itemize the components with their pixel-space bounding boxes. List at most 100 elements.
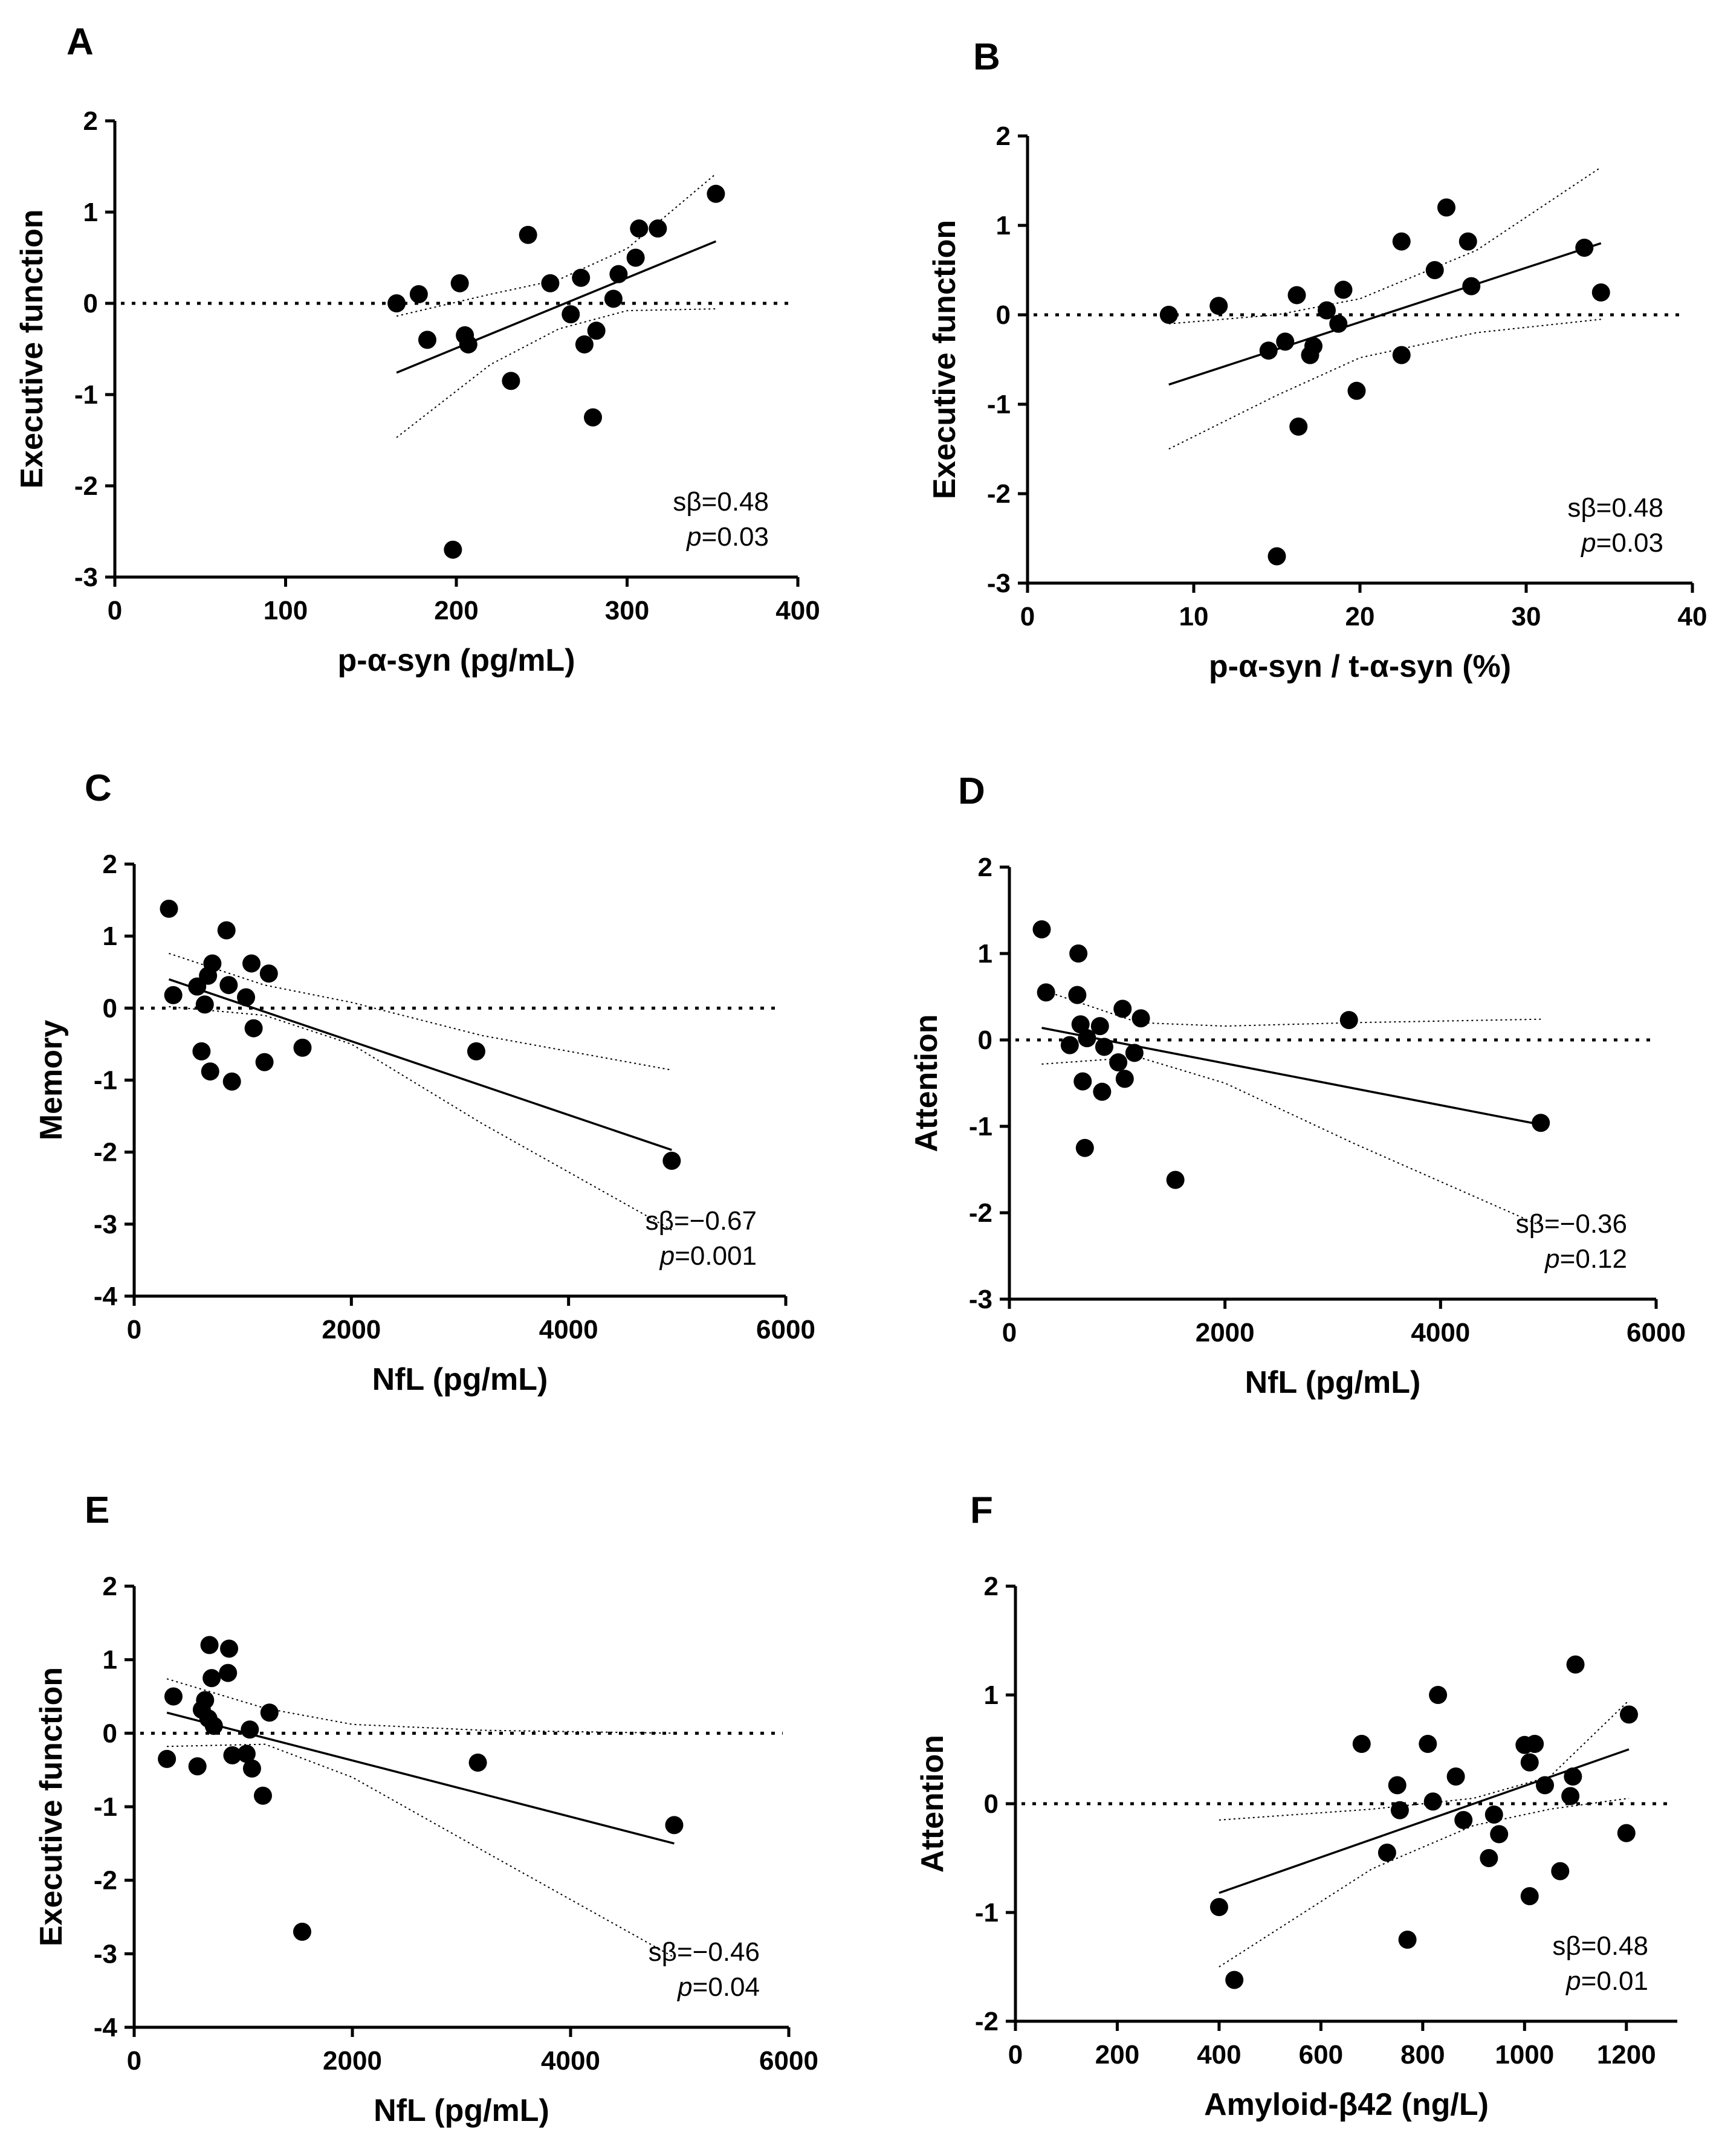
panel-e-ci-upper xyxy=(166,1678,675,1734)
panel-b-x-tick-label: 0 xyxy=(1020,602,1035,631)
panel-b-stat-beta: sβ=0.48 xyxy=(1567,493,1663,523)
panel-c-data-point xyxy=(467,1042,485,1060)
panel-c-x-tick-label: 2000 xyxy=(322,1315,381,1344)
panel-f-x-tick-label: 1000 xyxy=(1495,2040,1554,2070)
panel-a-y-tick-label: 1 xyxy=(83,198,98,227)
panel-e-data-point xyxy=(260,1703,279,1722)
panel-d-data-point xyxy=(1532,1114,1550,1132)
panel-d-stat-p: p=0.12 xyxy=(1544,1244,1627,1274)
panel-c-data-point xyxy=(293,1038,312,1057)
panel-c-data-point xyxy=(203,954,222,973)
panel-c-letter: C xyxy=(85,767,112,809)
panel-a-data-point xyxy=(444,540,462,559)
panel-d-data-point xyxy=(1071,1015,1090,1034)
panel-e-x-axis-title: NfL (pg/mL) xyxy=(374,2093,549,2128)
panel-b-x-tick-label: 10 xyxy=(1179,602,1209,631)
panel-a-data-point xyxy=(562,305,580,324)
panel-d-data-point xyxy=(1060,1036,1079,1054)
panel-e-y-tick-label: 0 xyxy=(103,1719,117,1748)
panel-d-data-point xyxy=(1115,1070,1134,1088)
panel-e-stat-p-value: =0.04 xyxy=(693,1972,760,2002)
panel-b-y-tick-label: -1 xyxy=(987,390,1011,419)
panel-b-y-tick-label: 0 xyxy=(996,300,1011,330)
panel-e-x-tick-label: 0 xyxy=(127,2046,141,2076)
panel-d-ci-lower xyxy=(1041,1056,1541,1227)
panel-e-y-tick-label: -4 xyxy=(94,2013,118,2042)
panel-a-stat-p-symbol: p xyxy=(685,522,701,552)
panel-d-regression-line xyxy=(1041,1027,1541,1126)
panel-a-y-tick-label: -1 xyxy=(74,380,98,410)
panel-c: C 0 2000 4000 6000 -4 -3 -2 -1 0 1 2 NfL (pg/mL) Memo… xyxy=(34,767,815,1397)
panel-f-data-point xyxy=(1564,1767,1582,1786)
panel-f-ci-lower xyxy=(1219,1798,1630,1967)
panel-a-ci-upper xyxy=(396,173,717,317)
panel-e-data-point xyxy=(241,1720,259,1739)
panel-f-data-point xyxy=(1390,1801,1409,1819)
panel-d-x-tick-label: 6000 xyxy=(1627,1318,1686,1348)
panel-a-x-tick-label: 0 xyxy=(108,596,122,625)
panel-e-data-point xyxy=(237,1744,256,1763)
panel-c-y-axis-title: Memory xyxy=(34,1020,69,1140)
panel-c-data-point xyxy=(259,964,278,983)
panel-f-y-tick-label: -1 xyxy=(975,1898,999,1928)
panel-d-data-point xyxy=(1068,986,1087,1004)
panel-d-data-point xyxy=(1166,1170,1185,1189)
panel-f-data-point xyxy=(1419,1735,1437,1753)
panel-e-data-point xyxy=(158,1749,176,1768)
panel-b-x-tick-label: 40 xyxy=(1678,602,1708,631)
panel-c-data-point xyxy=(222,1072,241,1091)
panel-e-y-tick-label: -2 xyxy=(94,1866,117,1896)
panel-d-ci-upper xyxy=(1041,989,1541,1027)
panel-f-data-point xyxy=(1617,1824,1636,1842)
panel-c-stat-p-value: =0.001 xyxy=(675,1241,757,1271)
panel-a-data-point xyxy=(609,265,628,283)
panel-d-y-tick-label: -2 xyxy=(969,1198,992,1228)
panel-c-x-tick-label: 4000 xyxy=(539,1315,598,1344)
panel-f-stat-beta: sβ=0.48 xyxy=(1552,1931,1648,1961)
panel-c-y-tick-label: -1 xyxy=(94,1066,117,1096)
panel-f-data-point xyxy=(1520,1753,1539,1772)
panel-a-data-point xyxy=(418,331,436,349)
panel-c-y-tick-label: -2 xyxy=(94,1138,117,1167)
panel-c-data-point xyxy=(217,921,236,940)
panel-a-stat-p: p=0.03 xyxy=(685,522,769,552)
panel-f-data-point xyxy=(1225,1970,1244,1989)
panel-b-data-point xyxy=(1304,337,1322,355)
panel-f-ci-upper xyxy=(1219,1700,1630,1821)
panel-a-data-point xyxy=(626,248,645,267)
panel-e-data-point xyxy=(253,1786,272,1805)
panel-a-data-point xyxy=(450,274,469,292)
panel-a-data-point xyxy=(649,219,667,238)
panel-a-data-point xyxy=(459,335,478,353)
panel-a-y-tick-label: -3 xyxy=(74,563,98,592)
panel-b-y-tick-label: -3 xyxy=(987,569,1011,598)
panel-c-data-point xyxy=(237,988,256,1007)
panel-b-y-axis-title: Executive function xyxy=(927,220,962,499)
panel-f-x-tick-label: 200 xyxy=(1095,2040,1139,2070)
panel-e-x-tick-label: 6000 xyxy=(759,2046,818,2076)
panel-d-y-tick-label: -3 xyxy=(969,1285,992,1314)
panel-a-y-tick-label: 2 xyxy=(83,106,98,136)
panel-b-ci-upper xyxy=(1168,166,1602,324)
panel-b-data-point xyxy=(1425,261,1444,279)
panel-d-data-point xyxy=(1125,1044,1144,1062)
panel-e-data-point xyxy=(665,1816,684,1835)
panel-b-data-point xyxy=(1209,297,1228,315)
panel-e-x-tick-label: 4000 xyxy=(541,2046,600,2076)
panel-a-data-point xyxy=(575,335,594,353)
panel-c-data-point xyxy=(192,1042,211,1060)
panel-b-x-axis-title: p-α-syn / t-α-syn (%) xyxy=(1209,649,1511,684)
panel-f-y-tick-label: 0 xyxy=(984,1789,999,1819)
panel-a-y-tick-label: -2 xyxy=(74,471,98,501)
panel-f-data-point xyxy=(1480,1849,1498,1867)
panel-a-x-tick-label: 200 xyxy=(434,596,478,625)
panel-d-y-tick-label: 2 xyxy=(978,853,992,882)
panel-f-data-point xyxy=(1454,1811,1473,1829)
panel-c-stat-p-symbol: p xyxy=(659,1241,675,1271)
panel-e-y-tick-label: 2 xyxy=(103,1572,117,1601)
panel-f-y-tick-label: 1 xyxy=(984,1680,999,1710)
panel-e-data-point xyxy=(188,1757,207,1776)
panel-f-data-point xyxy=(1619,1705,1638,1724)
panel-f-x-tick-label: 0 xyxy=(1008,2040,1023,2070)
